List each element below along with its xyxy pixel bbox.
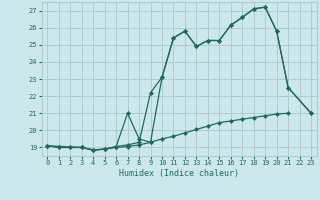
X-axis label: Humidex (Indice chaleur): Humidex (Indice chaleur) bbox=[119, 169, 239, 178]
